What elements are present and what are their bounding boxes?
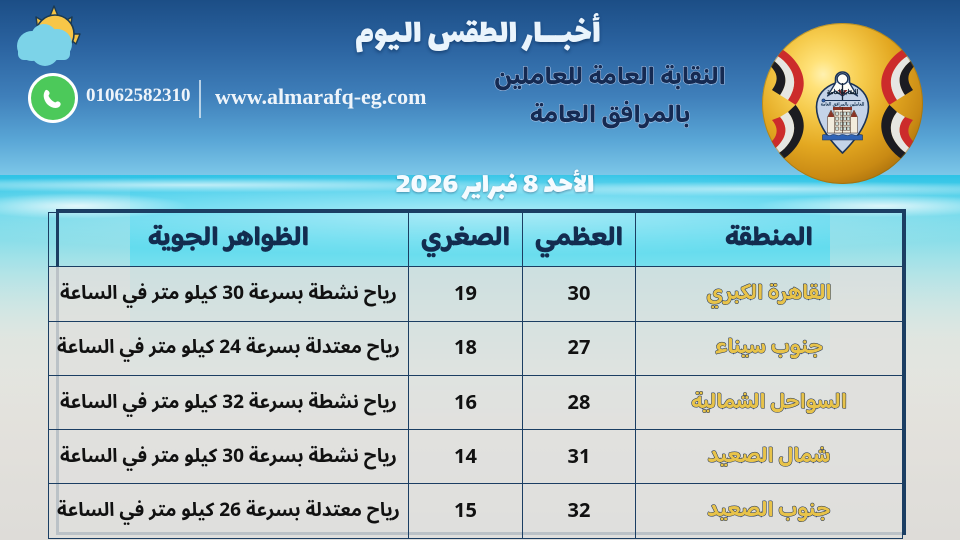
svg-text:النقابةالعامة: النقابةالعامة [827, 89, 859, 96]
